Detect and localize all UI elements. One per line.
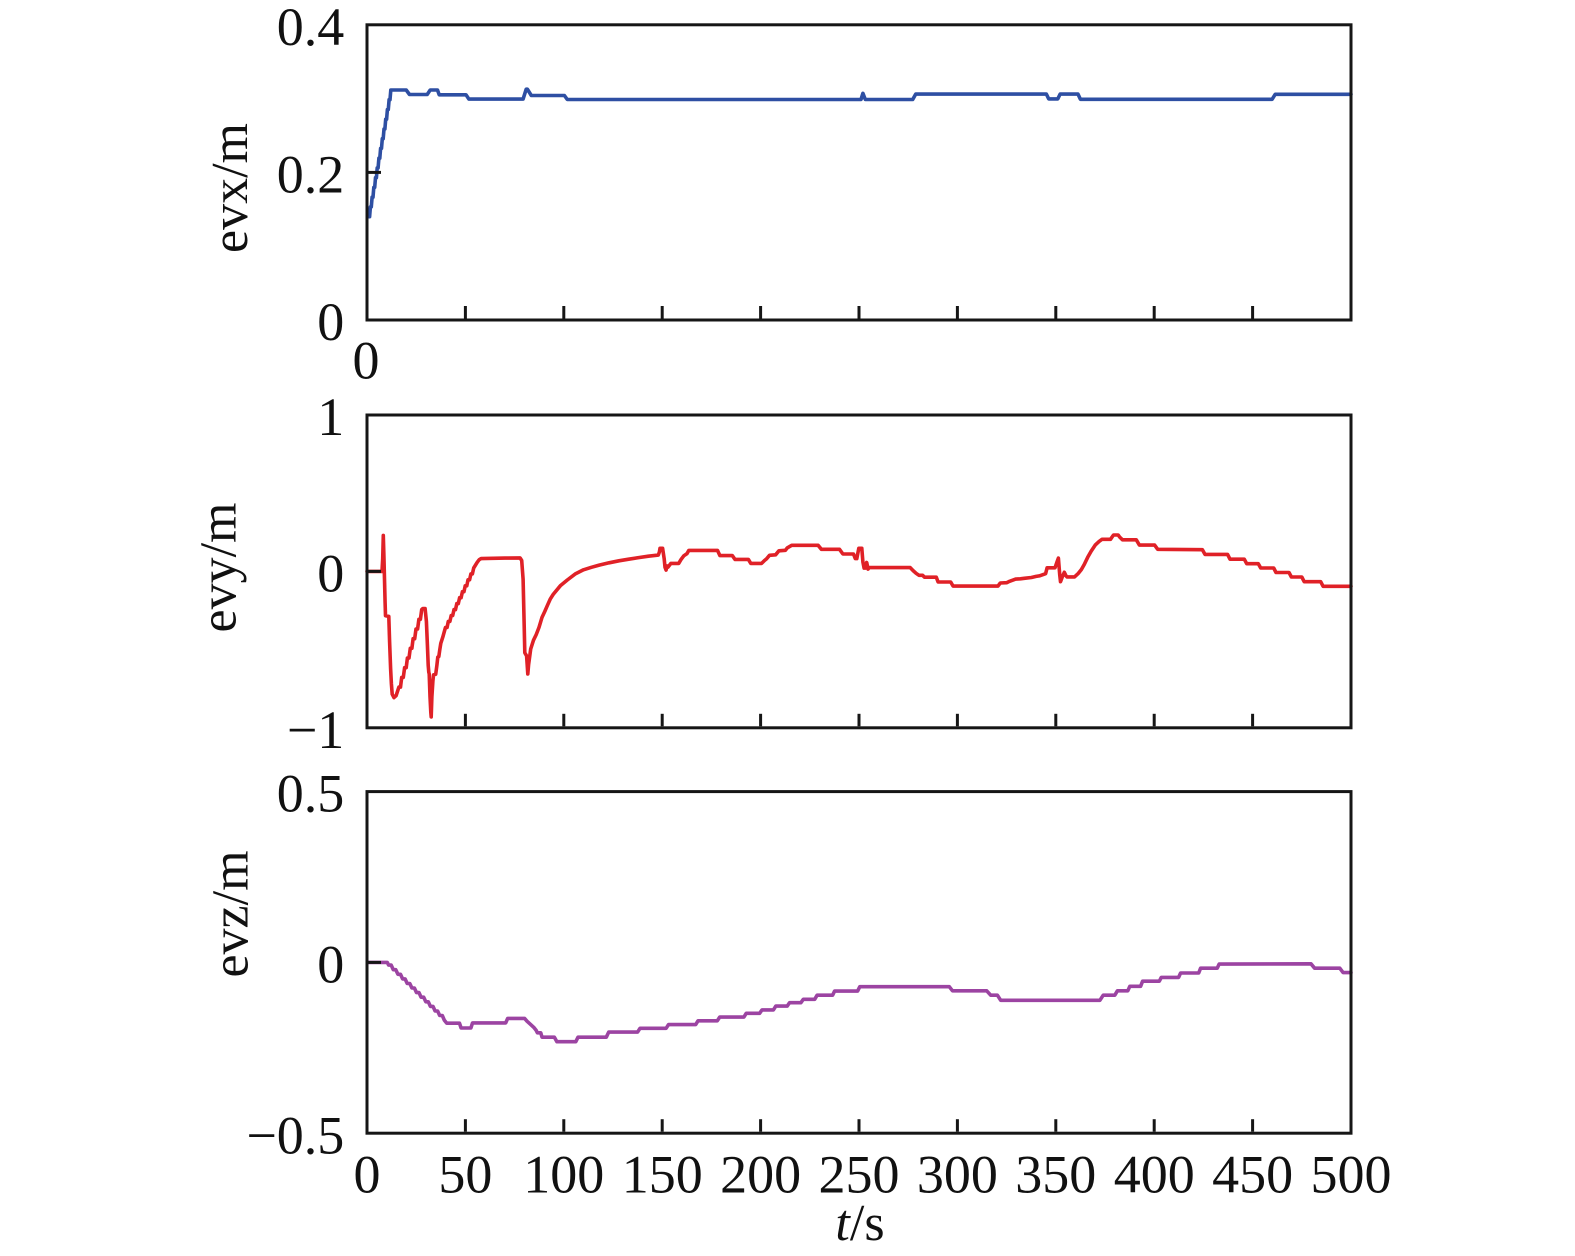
svg-text:350: 350 [1015, 1145, 1096, 1205]
svg-text:100: 100 [523, 1145, 604, 1205]
svg-text:200: 200 [720, 1145, 801, 1205]
svg-text:250: 250 [819, 1145, 900, 1205]
svg-text:300: 300 [917, 1145, 998, 1205]
svg-text:0: 0 [317, 544, 344, 604]
svg-text:0: 0 [317, 292, 344, 352]
svg-text:0: 0 [317, 935, 344, 995]
svg-text:−0.5: −0.5 [246, 1105, 344, 1165]
svg-text:450: 450 [1212, 1145, 1293, 1205]
svg-text:evy/m: evy/m [191, 503, 248, 633]
svg-text:0.2: 0.2 [277, 145, 345, 205]
svg-text:50: 50 [438, 1145, 492, 1205]
svg-text:500: 500 [1311, 1145, 1392, 1205]
svg-text:0.4: 0.4 [277, 0, 345, 57]
svg-text:400: 400 [1114, 1145, 1195, 1205]
svg-text:0: 0 [354, 1145, 381, 1205]
svg-text:0: 0 [353, 331, 380, 391]
svg-text:0.5: 0.5 [277, 764, 345, 824]
svg-text:1: 1 [317, 387, 344, 447]
svg-text:−1: −1 [287, 700, 344, 760]
svg-text:t/s: t/s [835, 1195, 884, 1252]
svg-text:evz/m: evz/m [203, 850, 260, 977]
svg-text:evx/m: evx/m [202, 123, 259, 253]
svg-text:150: 150 [622, 1145, 703, 1205]
